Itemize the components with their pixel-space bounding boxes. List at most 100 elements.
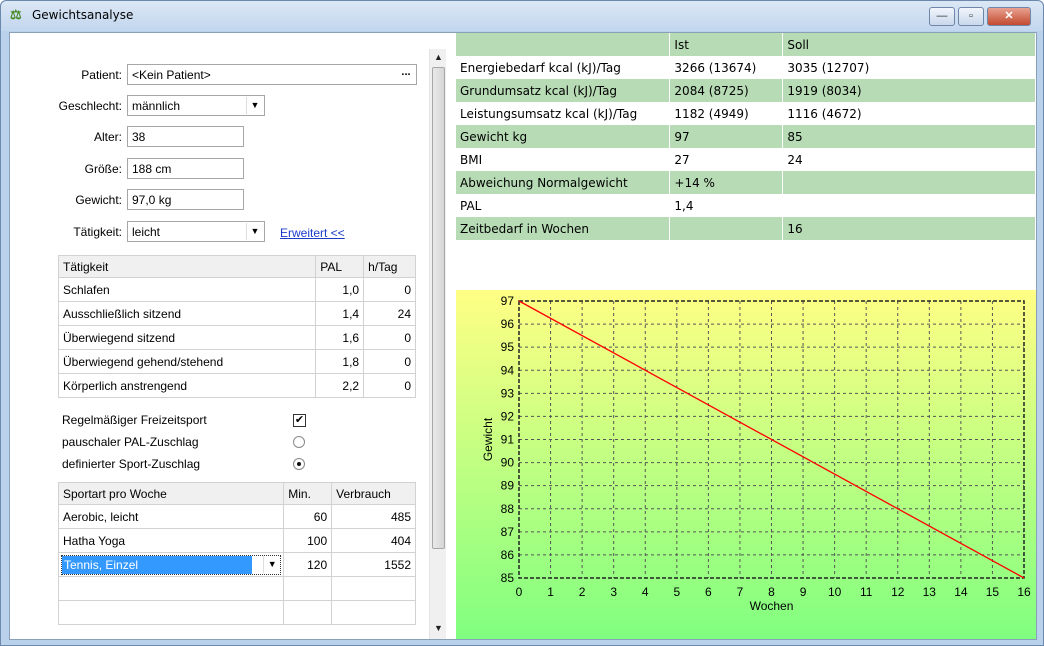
chevron-down-icon[interactable]: ▼ <box>246 223 263 240</box>
empty-cell[interactable] <box>283 576 333 601</box>
x-tick-label: 6 <box>705 585 712 599</box>
x-tick-label: 11 <box>860 585 873 599</box>
results-target: 16 <box>782 217 1036 240</box>
regular-sport-label: Regelmäßiger Freizeitsport <box>62 413 207 427</box>
table-row[interactable]: Schlafen 1,0 0 <box>57 277 416 302</box>
height-value: 188 cm <box>132 162 172 176</box>
results-label: Abweichung Normalgewicht <box>456 171 671 194</box>
x-tick-label: 1 <box>547 585 554 599</box>
checkmark-icon: ✔ <box>294 414 305 426</box>
scale-icon: ⚖ <box>10 7 22 22</box>
scroll-up-icon[interactable]: ▲ <box>434 52 443 62</box>
weight-field[interactable]: 97,0 kg <box>127 189 244 210</box>
results-row: Gewicht kg 97 85 <box>456 125 1036 148</box>
weight-chart: 85 86 87 88 89 90 91 92 93 94 95 96 97 0 1 2 3 4 5 6 7 8 9 10 11… <box>456 290 1036 639</box>
hours-cell[interactable]: 24 <box>363 301 416 326</box>
y-tick-label: 96 <box>501 317 515 331</box>
age-field[interactable]: 38 <box>127 126 244 147</box>
column-header[interactable]: Verbrauch <box>331 482 416 505</box>
table-row[interactable]: Körperlich anstrengend 2,2 0 <box>57 373 416 398</box>
y-tick-label: 87 <box>501 525 515 539</box>
y-tick-label: 97 <box>501 294 515 308</box>
x-tick-label: 9 <box>800 585 807 599</box>
table-row[interactable]: Überwiegend sitzend 1,6 0 <box>57 325 416 350</box>
sport-select-cell[interactable]: Tennis, Einzel ▼ <box>57 552 285 577</box>
activity-label: Tätigkeit: <box>73 225 122 239</box>
empty-cell[interactable] <box>57 576 285 601</box>
sport-select[interactable]: Tennis, Einzel ▼ <box>61 554 282 575</box>
table-row[interactable]: Aerobic, leicht 60 485 <box>57 504 416 529</box>
table-row[interactable]: Überwiegend gehend/stehend 1,8 0 <box>57 349 416 374</box>
patient-browse-button[interactable]: ... <box>401 66 411 78</box>
scroll-thumb[interactable] <box>432 67 445 549</box>
pal-value: 1,4 <box>315 301 365 326</box>
hours-cell[interactable]: 0 <box>363 277 416 302</box>
weight-series-line <box>518 300 1025 579</box>
weight-value: 97,0 kg <box>132 193 172 207</box>
y-axis-label: Gewicht <box>481 417 495 461</box>
scroll-down-icon[interactable]: ▼ <box>434 623 443 633</box>
activity-select[interactable]: leicht ▼ <box>127 221 265 242</box>
y-tick-label: 95 <box>501 340 515 354</box>
column-header[interactable]: Min. <box>283 482 333 505</box>
hours-cell[interactable]: 0 <box>363 373 416 398</box>
y-tick-label: 88 <box>501 502 515 516</box>
results-actual: 1,4 <box>669 194 784 217</box>
hours-cell[interactable]: 0 <box>363 349 416 374</box>
sport-name[interactable]: Aerobic, leicht <box>57 504 285 529</box>
minutes-cell[interactable]: 120 <box>283 552 333 577</box>
column-header[interactable]: Sportart pro Woche <box>57 482 285 505</box>
patient-value: <Kein Patient> <box>132 68 211 82</box>
results-label: Zeitbedarf in Wochen <box>456 217 671 240</box>
age-value: 38 <box>132 130 146 144</box>
chevron-down-icon[interactable]: ▼ <box>246 97 263 114</box>
results-actual: 2084 (8725) <box>669 79 784 102</box>
minutes-cell[interactable]: 100 <box>283 528 333 553</box>
column-header[interactable]: h/Tag <box>363 255 416 278</box>
regular-sport-checkbox[interactable]: ✔ <box>293 414 306 427</box>
hours-cell[interactable]: 0 <box>363 325 416 350</box>
gender-select[interactable]: männlich ▼ <box>127 95 265 116</box>
maximize-button[interactable]: ▫ <box>958 7 984 26</box>
activity-name: Schlafen <box>57 277 317 302</box>
chevron-down-icon[interactable]: ▼ <box>263 555 280 573</box>
table-row[interactable]: Tennis, Einzel ▼ 120 1552 <box>57 552 416 577</box>
results-actual: Ist <box>669 33 784 56</box>
advanced-link[interactable]: Erweitert << <box>280 226 345 240</box>
results-target: 1919 (8034) <box>782 79 1036 102</box>
input-panel: Patient: <Kein Patient> ... Geschlecht: … <box>10 33 456 639</box>
empty-cell <box>331 576 416 601</box>
close-button[interactable]: ✕ <box>987 7 1031 26</box>
patient-field[interactable]: <Kein Patient> ... <box>127 64 417 85</box>
x-tick-label: 16 <box>1017 585 1031 599</box>
table-row[interactable] <box>57 576 416 601</box>
x-axis-label: Wochen <box>750 599 794 613</box>
minutes-cell[interactable]: 60 <box>283 504 333 529</box>
table-row[interactable]: Hatha Yoga 100 404 <box>57 528 416 553</box>
results-actual <box>669 217 784 240</box>
defined-sport-radio[interactable] <box>293 458 305 470</box>
column-header[interactable]: PAL <box>315 255 365 278</box>
minimize-button[interactable]: — <box>929 7 955 26</box>
flat-pal-radio[interactable] <box>293 436 305 448</box>
results-row: PAL 1,4 <box>456 194 1036 217</box>
sport-name[interactable]: Hatha Yoga <box>57 528 285 553</box>
results-actual: 97 <box>669 125 784 148</box>
table-row[interactable]: Ausschließlich sitzend 1,4 24 <box>57 301 416 326</box>
table-row[interactable] <box>57 600 416 625</box>
x-tick-label: 2 <box>579 585 586 599</box>
pal-value: 1,6 <box>315 325 365 350</box>
activity-name: Überwiegend sitzend <box>57 325 317 350</box>
vertical-scrollbar[interactable]: ▲ ▼ <box>429 49 446 639</box>
title-bar[interactable]: ⚖ Gewichtsanalyse — ▫ ✕ <box>1 1 1043 31</box>
y-tick-label: 89 <box>501 479 515 493</box>
empty-cell[interactable] <box>57 600 285 625</box>
x-tick-label: 0 <box>516 585 523 599</box>
empty-cell[interactable] <box>283 600 333 625</box>
age-label: Alter: <box>93 130 122 144</box>
height-field[interactable]: 188 cm <box>127 158 244 179</box>
x-tick-label: 3 <box>610 585 617 599</box>
window-title: Gewichtsanalyse <box>32 8 134 22</box>
column-header[interactable]: Tätigkeit <box>57 255 317 278</box>
